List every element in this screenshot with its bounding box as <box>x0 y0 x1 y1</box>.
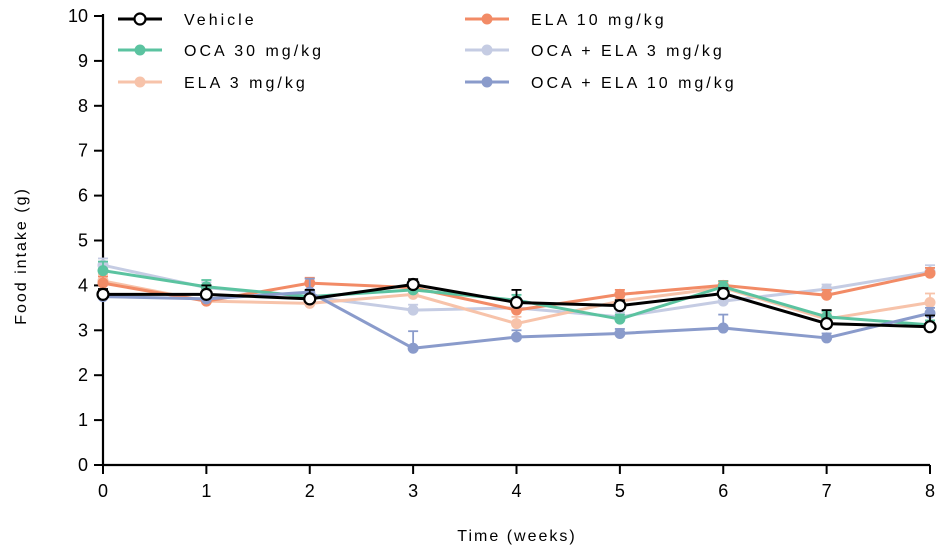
x-tick-label: 3 <box>408 481 418 501</box>
legend-marker <box>133 12 147 26</box>
y-tick-label: 0 <box>78 455 88 475</box>
x-axis-title: Time (weeks) <box>457 528 576 545</box>
data-point <box>820 316 834 331</box>
data-point <box>97 277 109 289</box>
axes: 0 1 2 3 4 5 6 7 8 9 10 0 1 2 3 4 5 6 7 8 <box>68 6 935 501</box>
y-tick-label: 9 <box>78 51 88 71</box>
y-tick-label: 3 <box>78 320 88 340</box>
y-tick-label: 1 <box>78 410 88 430</box>
legend-entry: Vehicle <box>118 12 257 29</box>
data-point <box>199 287 213 301</box>
y-tick-label: 10 <box>68 6 88 26</box>
data-point <box>613 299 627 313</box>
x-tick-label: 7 <box>822 481 832 501</box>
data-point <box>511 331 522 343</box>
legend-label: ELA 3 mg/kg <box>184 75 308 92</box>
series-layer <box>96 257 937 354</box>
x-tick-label: 8 <box>925 481 935 501</box>
y-tick-label: 5 <box>78 231 88 251</box>
x-tick-label: 2 <box>305 481 315 501</box>
data-point <box>924 267 936 279</box>
legend-marker <box>134 76 146 88</box>
legend-marker <box>481 13 493 25</box>
data-point <box>509 295 524 310</box>
legend-label: OCA + ELA 3 mg/kg <box>531 43 725 60</box>
legend-marker <box>481 44 493 56</box>
y-tick-label: 6 <box>78 186 88 206</box>
y-tick-label: 7 <box>78 141 88 161</box>
data-point <box>303 292 317 306</box>
series-vehicle <box>96 277 937 334</box>
legend-label: ELA 10 mg/kg <box>531 12 667 29</box>
x-tick-label: 6 <box>718 481 728 501</box>
data-point <box>821 289 833 301</box>
legend-entry: OCA + ELA 10 mg/kg <box>465 75 737 92</box>
x-tick-label: 5 <box>615 481 625 501</box>
legend-label: OCA + ELA 10 mg/kg <box>531 75 737 92</box>
data-point <box>96 287 110 301</box>
legend-label: Vehicle <box>184 12 257 29</box>
data-point <box>923 320 937 334</box>
y-tick-label: 4 <box>78 275 88 295</box>
data-point <box>924 296 936 308</box>
x-tick-label: 0 <box>98 481 108 501</box>
legend-entry: OCA + ELA 3 mg/kg <box>465 43 725 60</box>
data-point <box>821 332 833 344</box>
legend-entry: ELA 10 mg/kg <box>465 12 667 29</box>
data-point <box>716 286 730 301</box>
data-point <box>407 342 419 354</box>
legend: Vehicle OCA 30 mg/kg ELA 3 mg/kg ELA 10 mg/… <box>118 12 737 92</box>
data-point <box>614 288 626 300</box>
data-point <box>717 322 729 334</box>
legend-entry: OCA 30 mg/kg <box>118 43 324 60</box>
legend-marker <box>134 44 146 56</box>
y-tick-label: 2 <box>78 365 88 385</box>
data-point <box>511 318 522 330</box>
y-tick-label: 8 <box>78 96 88 116</box>
data-point <box>614 313 626 325</box>
legend-marker <box>481 76 493 88</box>
x-tick-label: 1 <box>201 481 211 501</box>
x-tick-label: 4 <box>511 481 521 501</box>
data-point <box>406 277 420 292</box>
data-point <box>97 265 109 277</box>
data-point <box>407 304 419 316</box>
y-axis-title: Food intake (g) <box>13 187 30 325</box>
legend-label: OCA 30 mg/kg <box>184 43 324 60</box>
data-point <box>614 327 626 339</box>
legend-entry: ELA 3 mg/kg <box>118 75 308 92</box>
